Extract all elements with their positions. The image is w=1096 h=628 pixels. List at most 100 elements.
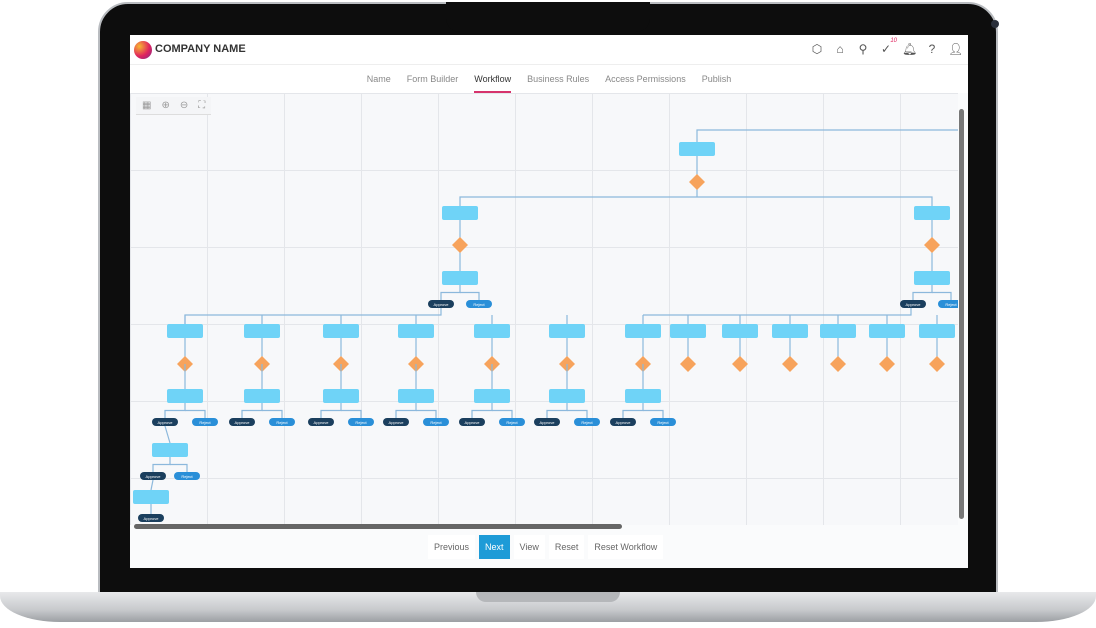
previous-button[interactable]: Previous (428, 535, 476, 559)
tab-access-permissions[interactable]: Access Permissions (605, 74, 686, 84)
reject-label[interactable]: Reject (276, 420, 288, 425)
approve-label[interactable]: Approve (434, 302, 450, 307)
approve-label[interactable]: Approve (314, 420, 330, 425)
approve-pill[interactable] (428, 300, 454, 308)
workflow-node[interactable] (323, 324, 359, 338)
reject-pill[interactable] (269, 418, 295, 426)
approve-pill[interactable] (459, 418, 485, 426)
workflow-node[interactable] (152, 443, 188, 457)
approve-pill[interactable] (152, 418, 178, 426)
approve-label[interactable]: Approve (906, 302, 922, 307)
reject-label[interactable]: Reject (581, 420, 593, 425)
approve-pill[interactable] (308, 418, 334, 426)
decision-diamond[interactable] (782, 356, 798, 372)
reject-pill[interactable] (348, 418, 374, 426)
reject-pill[interactable] (574, 418, 600, 426)
workflow-node[interactable] (244, 389, 280, 403)
workflow-node[interactable] (679, 142, 715, 156)
workflow-node[interactable] (670, 324, 706, 338)
reject-pill[interactable] (466, 300, 492, 308)
reject-pill[interactable] (499, 418, 525, 426)
approve-label[interactable]: Approve (146, 474, 162, 479)
tab-name[interactable]: Name (366, 74, 391, 84)
workflow-node[interactable] (398, 389, 434, 403)
workflow-node[interactable] (820, 324, 856, 338)
tab-business-rules[interactable]: Business Rules (527, 74, 590, 84)
approve-label[interactable]: Approve (540, 420, 556, 425)
workflow-node[interactable] (474, 324, 510, 338)
box-icon[interactable]: ⬡ (811, 42, 823, 56)
approve-pill[interactable] (610, 418, 636, 426)
help-icon[interactable]: ? (928, 42, 936, 56)
store-icon[interactable]: ⌂ (836, 42, 844, 56)
approve-label[interactable]: Approve (465, 420, 481, 425)
approve-label[interactable]: Approve (158, 420, 174, 425)
workflow-node[interactable] (474, 389, 510, 403)
approve-pill[interactable] (140, 472, 166, 480)
approve-pill[interactable] (383, 418, 409, 426)
user-icon[interactable]: 👤︎ (948, 42, 964, 56)
view-button[interactable]: View (513, 535, 545, 559)
reset-button[interactable]: Reset (548, 535, 585, 559)
zoom-in-icon[interactable]: ⊕ (161, 100, 170, 111)
approve-label[interactable]: Approve (616, 420, 632, 425)
fullscreen-icon[interactable]: ⛶ (198, 100, 206, 111)
workflow-node[interactable] (625, 324, 661, 338)
decision-diamond[interactable] (689, 174, 705, 190)
workflow-node[interactable] (625, 389, 661, 403)
workflow-node[interactable] (133, 490, 169, 504)
reject-pill[interactable] (423, 418, 449, 426)
reject-label[interactable]: Reject (945, 302, 957, 307)
workflow-canvas[interactable]: ▦ ⊕ ⊖ ⛶ (130, 93, 958, 525)
workflow-node[interactable] (442, 206, 478, 220)
approve-pill[interactable] (229, 418, 255, 426)
reject-label[interactable]: Reject (473, 302, 485, 307)
bell-icon[interactable]: 🔔︎ (902, 42, 918, 56)
chart-icon[interactable]: ▦ (142, 100, 152, 111)
search-icon[interactable]: ⚲ (858, 42, 868, 56)
approve-label[interactable]: Approve (389, 420, 405, 425)
approve-pill[interactable] (900, 300, 926, 308)
workflow-node[interactable] (914, 206, 950, 220)
reject-label[interactable]: Reject (199, 420, 211, 425)
reject-label[interactable]: Reject (355, 420, 367, 425)
tab-workflow[interactable]: Workflow (474, 65, 512, 93)
next-button[interactable]: Next (479, 535, 510, 559)
reject-label[interactable]: Reject (181, 474, 193, 479)
workflow-node[interactable] (549, 389, 585, 403)
workflow-node[interactable] (772, 324, 808, 338)
approve-pill[interactable] (138, 514, 164, 522)
decision-diamond[interactable] (924, 237, 940, 253)
decision-diamond[interactable] (680, 356, 696, 372)
workflow-node[interactable] (549, 324, 585, 338)
approve-label[interactable]: Approve (144, 516, 160, 521)
decision-diamond[interactable] (452, 237, 468, 253)
workflow-node[interactable] (722, 324, 758, 338)
reject-pill[interactable] (650, 418, 676, 426)
zoom-out-icon[interactable]: ⊖ (179, 100, 189, 111)
tab-publish[interactable]: Publish (701, 74, 732, 84)
reject-label[interactable]: Reject (430, 420, 442, 425)
reject-pill[interactable] (192, 418, 218, 426)
workflow-node[interactable] (442, 271, 478, 285)
horizontal-scrollbar[interactable] (134, 524, 622, 529)
workflow-node[interactable] (323, 389, 359, 403)
decision-diamond[interactable] (929, 356, 945, 372)
workflow-node[interactable] (167, 324, 203, 338)
reject-label[interactable]: Reject (506, 420, 518, 425)
approve-label[interactable]: Approve (235, 420, 251, 425)
decision-diamond[interactable] (732, 356, 748, 372)
tab-form-builder[interactable]: Form Builder (406, 74, 459, 84)
approve-pill[interactable] (534, 418, 560, 426)
workflow-node[interactable] (914, 271, 950, 285)
workflow-node[interactable] (167, 389, 203, 403)
workflow-node[interactable] (919, 324, 955, 338)
vertical-scrollbar[interactable] (959, 109, 964, 519)
decision-diamond[interactable] (830, 356, 846, 372)
reject-pill[interactable] (174, 472, 200, 480)
reset-workflow-button[interactable]: Reset Workflow (588, 535, 664, 559)
decision-diamond[interactable] (879, 356, 895, 372)
workflow-node[interactable] (869, 324, 905, 338)
task-check-icon[interactable]: ✓ 10 (880, 38, 897, 56)
reject-pill[interactable] (938, 300, 964, 308)
